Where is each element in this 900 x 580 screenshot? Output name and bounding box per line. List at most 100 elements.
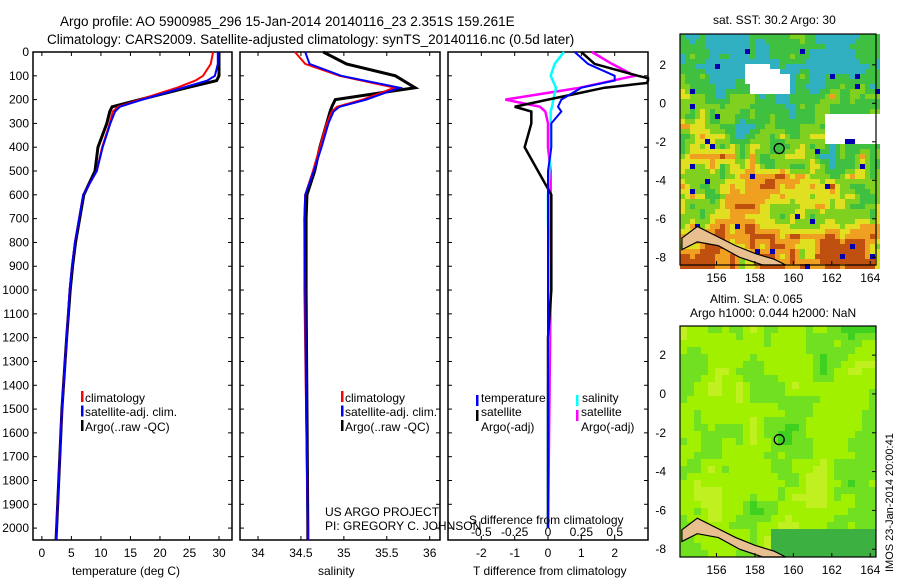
temperature-panel: 0100200300400500600700800900100011001200… <box>2 45 233 560</box>
map-cell <box>862 417 869 424</box>
map-cell <box>725 164 730 169</box>
y-tick-label: 1400 <box>2 378 29 392</box>
map-cell <box>680 79 685 84</box>
map-cell <box>834 473 841 480</box>
y-tick-label: 1900 <box>2 497 29 511</box>
map-cell <box>805 59 810 64</box>
map-cell <box>757 473 764 480</box>
map-cell <box>815 124 820 129</box>
map-cell <box>875 104 880 109</box>
map-cell <box>792 487 799 494</box>
map-cell <box>701 494 708 501</box>
map-cell <box>865 234 870 239</box>
map-cell <box>695 64 700 69</box>
map-cell <box>825 169 830 174</box>
map-cell <box>855 139 860 144</box>
map-cell <box>785 550 792 557</box>
map-cell <box>694 494 701 501</box>
lon-tick-label: 164 <box>860 563 880 577</box>
map-cell <box>720 124 725 129</box>
map-cell <box>770 229 775 234</box>
map-cell <box>710 69 715 74</box>
map-cell <box>792 382 799 389</box>
map-cell <box>750 184 755 189</box>
map-cell <box>770 234 775 239</box>
map-cell <box>736 347 743 354</box>
map-cell <box>850 99 855 104</box>
map-cell <box>743 396 750 403</box>
map-cell <box>810 189 815 194</box>
map-cell <box>736 445 743 452</box>
map-cell <box>730 169 735 174</box>
map-cell <box>755 154 760 159</box>
map-cell <box>764 326 771 333</box>
map-cell <box>845 79 850 84</box>
map-cell <box>729 389 736 396</box>
map-cell <box>835 114 840 119</box>
map-cell <box>710 204 715 209</box>
map-cell <box>705 194 710 199</box>
series-argo---raw--qc- <box>304 50 420 540</box>
map-cell <box>755 99 760 104</box>
map-cell <box>735 169 740 174</box>
map-cell <box>757 501 764 508</box>
map-cell <box>735 34 740 39</box>
map-cell <box>860 44 865 49</box>
map-cell <box>870 49 875 54</box>
map-cell <box>875 134 880 139</box>
map-cell <box>745 204 750 209</box>
series-satellite-adj--clim- <box>55 52 219 541</box>
map-cell <box>834 445 841 452</box>
map-cell <box>835 129 840 134</box>
map-cell <box>690 64 695 69</box>
map-cell <box>705 224 710 229</box>
map-cell <box>710 84 715 89</box>
map-cell <box>771 543 778 550</box>
map-cell <box>800 209 805 214</box>
map-cell <box>701 424 708 431</box>
map-cell <box>725 144 730 149</box>
map-cell <box>820 403 827 410</box>
map-cell <box>695 159 700 164</box>
map-cell <box>701 431 708 438</box>
map-cell <box>870 84 875 89</box>
map-cell <box>805 219 810 224</box>
map-cell <box>700 34 705 39</box>
map-cell <box>845 184 850 189</box>
map-cell <box>729 361 736 368</box>
timestamp: IMOS 23-Jan-2014 20:00:41 <box>884 433 896 572</box>
map-cell <box>705 214 710 219</box>
map-cell <box>765 204 770 209</box>
map-cell <box>695 34 700 39</box>
map-cell <box>800 194 805 199</box>
map-cell <box>700 144 705 149</box>
map-cell <box>700 214 705 219</box>
map-cell <box>680 326 687 333</box>
map-cell <box>694 361 701 368</box>
map-cell <box>765 64 770 69</box>
map-cell <box>685 69 690 74</box>
map-cell <box>813 466 820 473</box>
map-cell <box>792 438 799 445</box>
map-cell <box>800 144 805 149</box>
map-cell <box>855 508 862 515</box>
map-cell <box>830 54 835 59</box>
map-cell <box>850 44 855 49</box>
map-cell <box>780 159 785 164</box>
map-cell <box>860 199 865 204</box>
map-cell <box>848 515 855 522</box>
map-cell <box>862 543 869 550</box>
map-cell <box>795 204 800 209</box>
map-cell <box>755 94 760 99</box>
map-cell <box>770 254 775 259</box>
map-cell <box>860 89 865 94</box>
map-cell <box>705 164 710 169</box>
map-cell <box>771 501 778 508</box>
map-cell <box>720 219 725 224</box>
map-cell <box>687 550 694 557</box>
map-cell <box>745 129 750 134</box>
map-cell <box>810 74 815 79</box>
map-cell <box>715 224 720 229</box>
map-cell <box>845 254 850 259</box>
map-cell <box>736 494 743 501</box>
